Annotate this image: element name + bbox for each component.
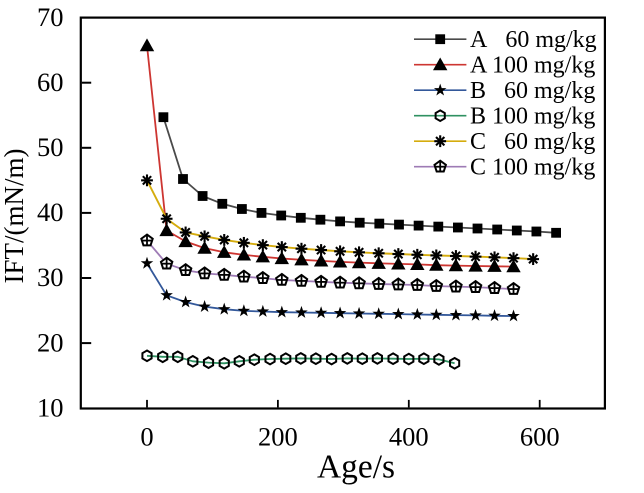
svg-text:20: 20 [37,327,64,357]
svg-text:A 100 mg/kg: A 100 mg/kg [470,52,595,78]
svg-text:200: 200 [258,421,298,451]
svg-text:40: 40 [37,197,64,227]
svg-text:70: 70 [37,2,64,32]
svg-text:30: 30 [37,262,64,292]
svg-text:B 100 mg/kg: B 100 mg/kg [470,103,595,129]
svg-text:10: 10 [37,392,64,422]
svg-text:60: 60 [37,67,64,97]
svg-text:600: 600 [520,421,560,451]
svg-text:50: 50 [37,132,64,162]
svg-text:C 60 mg/kg: C 60 mg/kg [470,129,595,155]
svg-text:B 60 mg/kg: B 60 mg/kg [470,78,595,104]
svg-text:Age/s: Age/s [317,449,395,486]
svg-text:A 60 mg/kg: A 60 mg/kg [470,27,597,53]
svg-text:0: 0 [140,421,153,451]
svg-text:C 100 mg/kg: C 100 mg/kg [470,154,595,180]
svg-text:IFT/(mN/m): IFT/(mN/m) [0,149,29,284]
svg-text:400: 400 [389,421,429,451]
